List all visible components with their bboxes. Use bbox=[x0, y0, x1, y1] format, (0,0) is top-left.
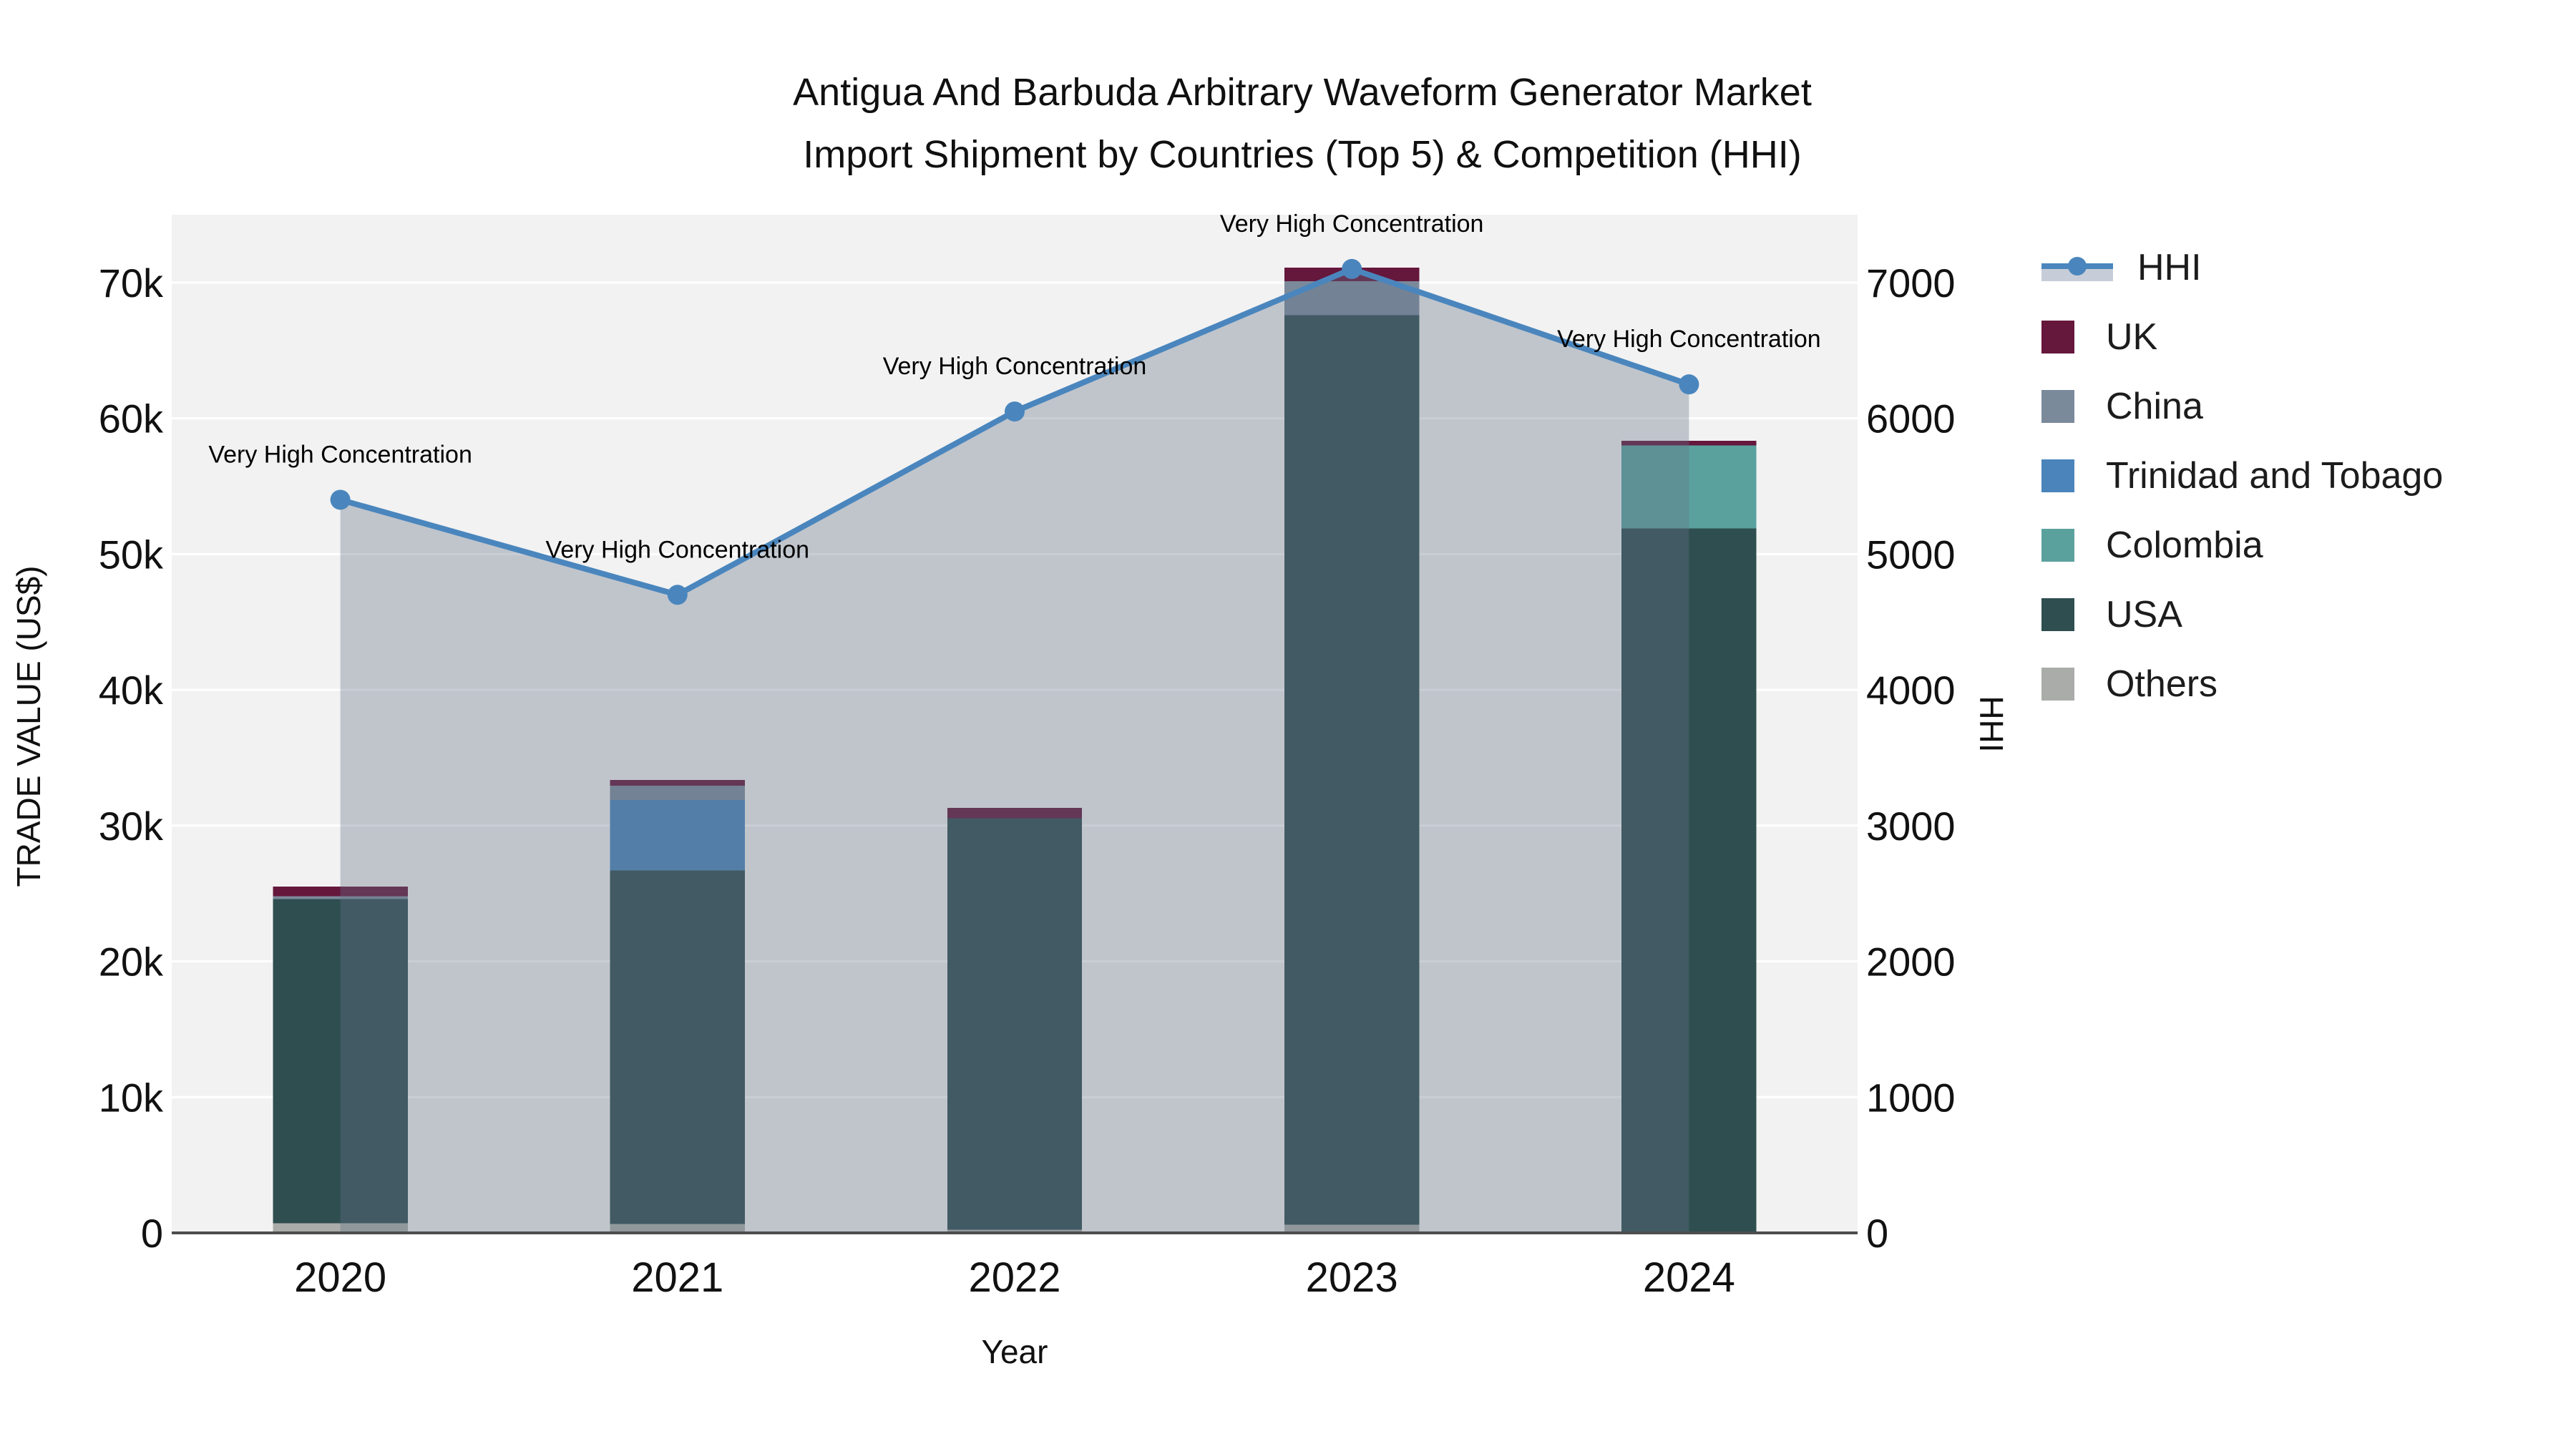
y-right-tick-5000: 5000 bbox=[1866, 532, 1956, 577]
legend-item-china[interactable]: China bbox=[2041, 371, 2443, 441]
legend-swatch-trinidad-and-tobago-icon bbox=[2041, 459, 2074, 492]
legend-item-colombia[interactable]: Colombia bbox=[2041, 510, 2443, 580]
legend-item-uk[interactable]: UK bbox=[2041, 302, 2443, 371]
bar-segment-others-2022[interactable] bbox=[947, 1229, 1083, 1233]
y-right-tick-7000: 7000 bbox=[1866, 260, 1956, 306]
y-right-tick-6000: 6000 bbox=[1866, 396, 1956, 441]
y-right-tick-2000: 2000 bbox=[1866, 940, 1956, 985]
legend-hhi-line-icon bbox=[2041, 251, 2113, 284]
annotation-2022: Very High Concentration bbox=[883, 353, 1147, 380]
annotation-2023: Very High Concentration bbox=[1220, 210, 1484, 238]
bar-segment-usa-2020[interactable] bbox=[273, 899, 408, 1224]
hhi-marker-2024[interactable] bbox=[1679, 374, 1699, 395]
legend-item-usa[interactable]: USA bbox=[2041, 580, 2443, 649]
bar-segment-trinidad-and-tobago-2021[interactable] bbox=[610, 799, 746, 871]
y-right-tick-0: 0 bbox=[1866, 1211, 1888, 1256]
y-left-tick-70k: 70k bbox=[99, 260, 164, 306]
x-tick-2020: 2020 bbox=[294, 1254, 386, 1301]
hhi-marker-2023[interactable] bbox=[1342, 258, 1362, 279]
x-tick-2021: 2021 bbox=[631, 1254, 723, 1301]
legend-label-colombia: Colombia bbox=[2106, 524, 2263, 566]
y-left-tick-60k: 60k bbox=[99, 396, 164, 441]
bar-segment-others-2023[interactable] bbox=[1284, 1224, 1420, 1233]
bar-segment-uk-2020[interactable] bbox=[273, 887, 408, 897]
y-left-tick-10k: 10k bbox=[99, 1075, 164, 1120]
hhi-marker-2022[interactable] bbox=[1005, 401, 1025, 422]
bar-segment-colombia-2024[interactable] bbox=[1621, 445, 1757, 529]
y-right-tick-4000: 4000 bbox=[1866, 668, 1956, 713]
legend-label-china: China bbox=[2106, 385, 2203, 427]
legend-swatch-usa-icon bbox=[2041, 597, 2074, 631]
x-tick-2024: 2024 bbox=[1643, 1254, 1735, 1301]
chart-title: Antigua And Barbuda Arbitrary Waveform G… bbox=[444, 62, 2161, 187]
legend-label-others: Others bbox=[2106, 663, 2218, 705]
bar-segment-others-2021[interactable] bbox=[610, 1224, 746, 1233]
legend-label-uk: UK bbox=[2106, 316, 2158, 358]
bar-segment-china-2020[interactable] bbox=[273, 896, 408, 899]
chart-title-line1: Antigua And Barbuda Arbitrary Waveform G… bbox=[793, 71, 1812, 114]
x-tick-2022: 2022 bbox=[968, 1254, 1060, 1301]
legend-swatch-others-icon bbox=[2041, 667, 2074, 701]
bar-segment-usa-2022[interactable] bbox=[947, 818, 1083, 1230]
y-left-tick-30k: 30k bbox=[99, 804, 164, 849]
bar-segment-uk-2024[interactable] bbox=[1621, 440, 1757, 446]
legend-label-hhi: HHI bbox=[2137, 246, 2202, 288]
legend-item-trinidad-and-tobago[interactable]: Trinidad and Tobago bbox=[2041, 441, 2443, 510]
bar-segment-usa-2021[interactable] bbox=[610, 870, 746, 1224]
legend-swatch-china-icon bbox=[2041, 389, 2074, 423]
annotation-2024: Very High Concentration bbox=[1557, 326, 1821, 353]
bar-segment-usa-2023[interactable] bbox=[1284, 315, 1420, 1225]
y-left-tick-20k: 20k bbox=[99, 940, 164, 985]
bar-segment-usa-2024[interactable] bbox=[1621, 528, 1757, 1233]
bar-segment-uk-2021[interactable] bbox=[610, 780, 746, 786]
y-right-tick-1000: 1000 bbox=[1866, 1075, 1956, 1120]
x-tick-2023: 2023 bbox=[1306, 1254, 1398, 1301]
legend-item-hhi[interactable]: HHI bbox=[2041, 233, 2443, 302]
annotation-2021: Very High Concentration bbox=[546, 536, 810, 563]
legend-label-usa: USA bbox=[2106, 593, 2182, 635]
y-left-tick-50k: 50k bbox=[99, 532, 164, 577]
legend: HHI UK China Trinidad and Tobago Colombia USA… bbox=[2041, 233, 2443, 718]
annotation-2020: Very High Concentration bbox=[208, 441, 472, 468]
hhi-marker-2020[interactable] bbox=[330, 489, 351, 510]
legend-swatch-colombia-icon bbox=[2041, 528, 2074, 562]
chart-title-line2: Import Shipment by Countries (Top 5) & C… bbox=[803, 133, 1802, 177]
legend-item-others[interactable]: Others bbox=[2041, 649, 2443, 718]
bar-segment-uk-2022[interactable] bbox=[947, 808, 1083, 819]
hhi-marker-2021[interactable] bbox=[667, 585, 688, 605]
legend-label-trinidad-and-tobago: Trinidad and Tobago bbox=[2106, 454, 2444, 497]
y-left-tick-40k: 40k bbox=[99, 668, 164, 713]
bar-segment-others-2020[interactable] bbox=[273, 1223, 408, 1233]
legend-swatch-uk-icon bbox=[2041, 320, 2074, 353]
y-right-tick-3000: 3000 bbox=[1866, 804, 1956, 849]
y-left-tick-0: 0 bbox=[141, 1211, 163, 1256]
hhi-area bbox=[340, 268, 1689, 1234]
x-axis-title: Year bbox=[981, 1333, 1048, 1370]
bar-segment-china-2021[interactable] bbox=[610, 785, 746, 800]
